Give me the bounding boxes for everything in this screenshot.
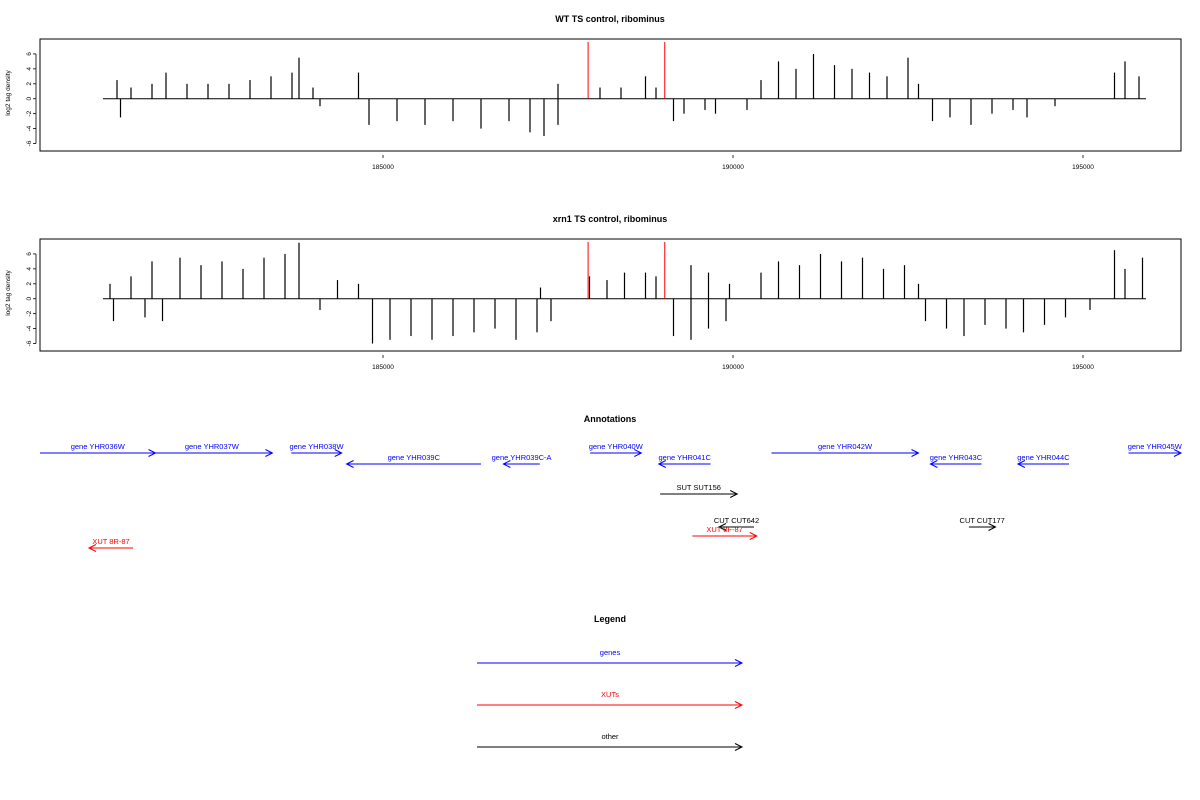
y-tick-label: 0 (26, 297, 33, 301)
feature-arrowhead (334, 449, 343, 457)
feature-gene-yhr040w: gene YHR040W (589, 442, 644, 457)
feature-gene-yhr039c: gene YHR039C (345, 453, 481, 468)
legend-panel: Legend genes XUTs other (477, 614, 744, 751)
wt-track-frame (39, 38, 1182, 152)
feature-label: gene YHR037W (185, 442, 240, 451)
feature-arrowhead (717, 523, 727, 531)
xrn1-track-ylabel: log2 tag density (5, 269, 12, 315)
x-tick-label: 190000 (722, 364, 744, 371)
feature-arrowhead (749, 532, 758, 540)
x-tick-label: 195000 (1072, 164, 1094, 171)
wt-track-panel: WT TS control, ribominus log2 tag densit… (5, 14, 1182, 171)
xrn1-track-panel: xrn1 TS control, ribominus log2 tag dens… (5, 214, 1182, 371)
feature-label: CUT CUT642 (714, 516, 759, 525)
feature-arrowhead (265, 449, 274, 457)
feature-arrowhead (345, 460, 354, 468)
y-tick-label: -6 (26, 140, 33, 146)
legend-title: Legend (594, 614, 626, 624)
x-tick-label: 195000 (1072, 364, 1094, 371)
feature-gene-yhr036w: gene YHR036W (40, 442, 157, 457)
wt-track-x-axis: 185000 190000 195000 (372, 155, 1094, 171)
feature-label: gene YHR038W (289, 442, 344, 451)
feature-label: gene YHR039C-A (492, 453, 552, 462)
legend-item-xuts: XUTs (477, 690, 744, 709)
annotation-features: gene YHR036W gene YHR037W gene YHR038W gene… (40, 442, 1183, 552)
feature-label: gene YHR041C (658, 453, 711, 462)
feature-cut-cut177: CUT CUT177 (960, 516, 1005, 531)
feature-gene-yhr037w: gene YHR037W (151, 442, 274, 457)
legend-label: XUTs (601, 690, 619, 699)
feature-label: XUT 8R-87 (92, 537, 129, 546)
y-tick-label: -4 (26, 325, 33, 331)
y-tick-label: 2 (26, 82, 33, 86)
y-tick-label: 4 (26, 267, 33, 271)
xrn1-track-x-axis: 185000 190000 195000 (372, 355, 1094, 371)
y-tick-label: 2 (26, 282, 33, 286)
feature-arrowhead (1173, 449, 1183, 457)
feature-label: gene YHR043C (930, 453, 983, 462)
feature-label: gene YHR045W (1128, 442, 1183, 451)
feature-gene-yhr045w: gene YHR045W (1128, 442, 1183, 457)
feature-gene-yhr041c: gene YHR041C (657, 453, 711, 468)
xrn1-track-y-axis: -6 -4 -2 0 2 4 6 (26, 252, 37, 346)
feature-arrowhead (502, 460, 511, 468)
y-tick-label: -4 (26, 125, 33, 131)
feature-label: gene YHR042W (818, 442, 873, 451)
feature-label: XUT 8F-87 (706, 525, 743, 534)
feature-arrowhead (734, 701, 744, 709)
x-tick-label: 190000 (722, 164, 744, 171)
feature-gene-yhr042w: gene YHR042W (771, 442, 920, 457)
annotations-panel: Annotations gene YHR036W gene YHR037W gene… (40, 414, 1183, 552)
y-tick-label: 6 (26, 52, 33, 56)
x-tick-label: 185000 (372, 164, 394, 171)
y-tick-label: 4 (26, 67, 33, 71)
feature-arrowhead (729, 490, 739, 498)
legend-item-other: other (477, 732, 744, 751)
feature-label: gene YHR040W (589, 442, 644, 451)
y-tick-label: 6 (26, 252, 33, 256)
feature-gene-yhr043c: gene YHR043C (929, 453, 983, 468)
feature-arrowhead (634, 449, 643, 457)
feature-label: CUT CUT177 (960, 516, 1005, 525)
feature-xut-8f-87: XUT 8F-87 (692, 525, 758, 540)
feature-gene-yhr038w: gene YHR038W (289, 442, 344, 457)
feature-label: gene YHR039C (388, 453, 441, 462)
feature-arrowhead (1016, 460, 1026, 468)
wt-track-ylabel: log2 tag density (5, 69, 12, 115)
feature-gene-yhr039c-a: gene YHR039C-A (492, 453, 552, 468)
feature-gene-yhr044c: gene YHR044C (1016, 453, 1070, 468)
legend-items: genes XUTs other (477, 648, 744, 751)
feature-label: gene YHR036W (71, 442, 126, 451)
y-tick-label: 0 (26, 97, 33, 101)
wt-track-title: WT TS control, ribominus (555, 14, 665, 24)
y-tick-label: -2 (26, 310, 33, 316)
feature-arrowhead (911, 449, 920, 457)
xrn1-track-marks (103, 242, 1146, 344)
xrn1-track-title: xrn1 TS control, ribominus (553, 214, 668, 224)
feature-arrowhead (734, 659, 744, 667)
y-tick-label: -2 (26, 110, 33, 116)
legend-item-genes: genes (477, 648, 744, 667)
annotations-title: Annotations (584, 414, 637, 424)
feature-sut-sut156: SUT SUT156 (660, 483, 739, 498)
y-tick-label: -6 (26, 340, 33, 346)
x-tick-label: 185000 (372, 364, 394, 371)
wt-track-marks (103, 42, 1146, 137)
legend-label: other (601, 732, 619, 741)
legend-label: genes (600, 648, 621, 657)
feature-arrowhead (87, 544, 97, 552)
feature-label: SUT SUT156 (676, 483, 720, 492)
feature-label: gene YHR044C (1017, 453, 1070, 462)
wt-track-y-axis: -6 -4 -2 0 2 4 6 (26, 52, 37, 146)
feature-cut-cut642: CUT CUT642 (714, 516, 759, 531)
feature-arrowhead (734, 743, 744, 751)
xrn1-track-frame (39, 238, 1182, 352)
feature-xut-8r-87: XUT 8R-87 (87, 537, 134, 552)
feature-arrowhead (988, 523, 997, 531)
feature-arrowhead (657, 460, 667, 468)
feature-arrowhead (929, 460, 938, 468)
